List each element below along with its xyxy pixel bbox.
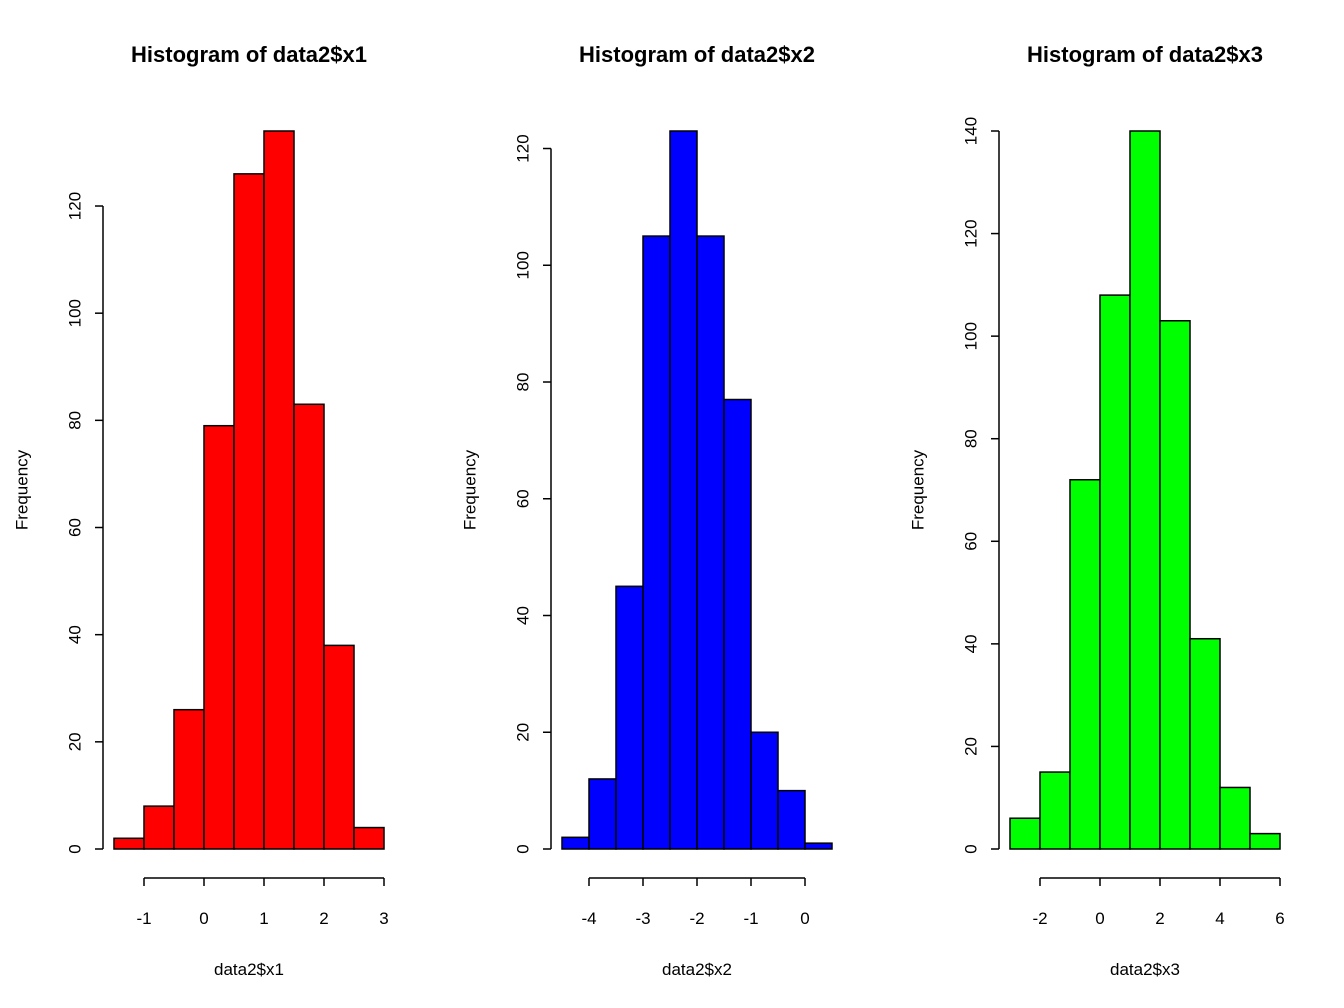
y-tick-label: 20	[66, 732, 85, 751]
histogram-bar	[669, 130, 698, 850]
chart-title: Histogram of data2$x2	[579, 42, 815, 67]
histogram-bar	[750, 731, 779, 850]
x-tick-label: -4	[581, 909, 596, 928]
y-tick-label: 80	[514, 373, 533, 392]
x-tick-label: 3	[379, 909, 388, 928]
histogram-bar	[1219, 786, 1251, 850]
y-tick-label: 100	[66, 299, 85, 327]
histogram-bar	[233, 173, 265, 850]
y-tick-label: 40	[66, 625, 85, 644]
x-tick-label: -2	[1032, 909, 1047, 928]
x-tick-label: -1	[136, 909, 151, 928]
histogram-bar	[143, 805, 175, 850]
x-tick-label: -2	[689, 909, 704, 928]
y-tick-label: 80	[962, 429, 981, 448]
histogram-bar	[642, 235, 671, 850]
histogram-bar	[696, 235, 725, 850]
y-tick-label: 20	[962, 737, 981, 756]
histogram-bar	[323, 644, 355, 850]
y-tick-label: 0	[514, 844, 533, 853]
y-tick-label: 80	[66, 411, 85, 430]
histogram-panel-2: Histogram of data2$x2 0 20 40 60 80 100 120 -4 -3…	[461, 42, 833, 979]
histogram-bar	[588, 778, 617, 850]
x-tick-label: 0	[1095, 909, 1104, 928]
chart-title: Histogram of data2$x1	[131, 42, 367, 67]
histogram-bar	[1159, 320, 1191, 850]
x-axis-label: data2$x2	[662, 960, 732, 979]
x-axis-label: data2$x1	[214, 960, 284, 979]
x-tick-label: -3	[635, 909, 650, 928]
y-tick-label: 40	[962, 634, 981, 653]
histogram-bar	[1009, 817, 1041, 850]
y-tick-label: 60	[962, 532, 981, 551]
histogram-bar	[1039, 771, 1071, 850]
x-tick-label: 1	[259, 909, 268, 928]
y-tick-label: 100	[962, 322, 981, 350]
histogram-bar	[203, 424, 235, 850]
y-tick-label: 40	[514, 606, 533, 625]
histogram-bar	[113, 837, 145, 850]
y-tick-label: 20	[514, 723, 533, 742]
y-tick-label: 120	[514, 134, 533, 162]
histogram-bar	[1129, 130, 1161, 850]
y-axis-label: Frequency	[461, 449, 480, 530]
histogram-bar	[1099, 294, 1131, 850]
histogram-bar	[173, 708, 205, 850]
histogram-panel-3: Histogram of data2$x3020406080100120140-…	[909, 42, 1285, 979]
x-tick-label: -1	[743, 909, 758, 928]
y-axis-label: Frequency	[13, 449, 32, 530]
y-tick-label: 60	[514, 489, 533, 508]
y-tick-label: 120	[66, 192, 85, 220]
x-tick-label: 0	[800, 909, 809, 928]
histogram-bar	[353, 826, 385, 850]
y-tick-label: 100	[514, 251, 533, 279]
histogram-bar	[561, 836, 590, 850]
x-axis-label: data2$x3	[1110, 960, 1180, 979]
x-tick-label: 2	[319, 909, 328, 928]
y-tick-label: 140	[962, 117, 981, 145]
y-axis-label: Frequency	[909, 449, 928, 530]
histogram-bar	[804, 842, 833, 850]
histogram-panel-1: Histogram of data2$x1 0 20 40 60 80 100 120 -1 0 1…	[13, 42, 389, 979]
y-tick-label: 120	[962, 219, 981, 247]
histogram-bar	[615, 585, 644, 850]
x-tick-label: 0	[199, 909, 208, 928]
histogram-bar	[293, 403, 325, 850]
x-tick-label: 4	[1215, 909, 1224, 928]
histogram-bar	[1249, 832, 1281, 850]
chart-title: Histogram of data2$x3	[1027, 42, 1263, 67]
y-tick-label: 60	[66, 518, 85, 537]
histogram-bar	[1189, 637, 1221, 850]
histogram-bar	[1069, 478, 1101, 850]
x-tick-label: 2	[1155, 909, 1164, 928]
y-tick-label: 0	[66, 844, 85, 853]
y-tick-label: 0	[962, 844, 981, 853]
histogram-bar	[263, 130, 295, 850]
histogram-bar	[777, 789, 806, 850]
histogram-bar	[723, 398, 752, 850]
x-tick-label: 6	[1275, 909, 1284, 928]
